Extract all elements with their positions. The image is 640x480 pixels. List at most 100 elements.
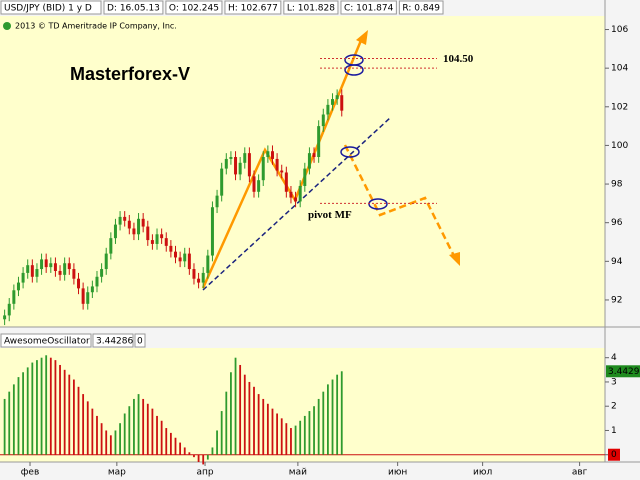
candle-body — [178, 257, 182, 262]
oscillator-bar — [3, 398, 6, 455]
oscillator-bar — [327, 384, 329, 455]
header-box — [134, 333, 146, 348]
oscillator-bar — [119, 423, 121, 455]
candle-body — [95, 276, 99, 287]
oscillator-panel — [0, 348, 605, 462]
candle-body — [100, 269, 104, 277]
header-box — [340, 0, 397, 15]
candle-body — [206, 255, 210, 273]
candle-body — [335, 95, 339, 100]
candle-body — [35, 269, 39, 277]
oscillator-bar — [96, 415, 98, 455]
header-box — [0, 0, 102, 15]
oscillator-bar — [31, 362, 34, 455]
candle-body — [340, 95, 344, 111]
oscillator-bar — [100, 423, 103, 455]
oscillator-bar — [49, 357, 52, 455]
oscillator-bar — [322, 391, 325, 455]
y-tick-label: 92 — [611, 295, 622, 305]
oscillator-bar — [285, 423, 288, 455]
candle-body — [252, 176, 256, 192]
info-icon — [3, 22, 11, 30]
candle-body — [187, 253, 191, 270]
watermark: 2013 © TD Ameritrade IP Company, Inc. — [15, 22, 177, 31]
oscillator-bar — [197, 454, 200, 462]
y-tick-label: 4 — [611, 353, 617, 363]
oscillator-bar — [188, 452, 191, 455]
oscillator-bar — [142, 398, 145, 455]
candle-body — [40, 259, 44, 270]
header-info-text: H: 102.677 — [228, 4, 278, 14]
wave-path — [201, 37, 364, 289]
oscillator-bar — [40, 357, 43, 455]
header-info-text: D: 16.05.13 — [107, 4, 160, 14]
header-box — [92, 333, 134, 348]
x-tick-label: май — [289, 468, 307, 478]
candle-body — [16, 282, 20, 291]
x-tick-label: апр — [196, 468, 213, 478]
candle-body — [3, 315, 7, 320]
last-value-box — [606, 365, 640, 378]
candle-body — [21, 272, 25, 283]
y-tick-label: 98 — [611, 180, 623, 190]
y-tick-label: 94 — [611, 257, 623, 267]
oscillator-bar — [248, 381, 251, 455]
y-tick-label: 3 — [611, 377, 617, 387]
candle-body — [275, 158, 279, 171]
oscillator-bar — [336, 374, 339, 455]
candle-body — [173, 251, 177, 258]
y-tick-label: 1 — [611, 426, 617, 436]
oscillator-bar — [308, 411, 311, 455]
oscillator-bar — [276, 413, 278, 455]
y-tick-label: 0 — [611, 450, 617, 460]
candle-body — [303, 168, 307, 186]
oscillator-bar — [77, 386, 80, 455]
candle-body — [109, 238, 113, 254]
oscillator-bar — [105, 430, 108, 455]
candle-body — [243, 153, 247, 163]
header-box — [0, 333, 92, 348]
marker-ellipse — [344, 64, 364, 76]
oscillator-bar — [17, 377, 20, 455]
oscillator-bar — [156, 415, 158, 455]
header-info: D: 16.05.13 O: 102.245 H: 102.677 L: 101.82… — [103, 0, 444, 15]
oscillator-bar — [317, 398, 320, 455]
oscillator-bar — [331, 379, 334, 455]
oscillator-bar — [109, 435, 112, 455]
oscillator-bar — [290, 428, 292, 455]
oscillator-value: 3.44286 — [96, 337, 133, 347]
candle-body — [220, 168, 224, 196]
candle-body — [150, 240, 154, 244]
oscillator-bar — [82, 394, 85, 455]
oscillator-bar — [294, 425, 297, 455]
price-panel — [0, 16, 605, 327]
candle-body — [257, 180, 261, 192]
zero-label-box — [608, 448, 620, 461]
candle-body — [63, 263, 67, 275]
y-tick-label: 96 — [611, 218, 623, 228]
candle-body — [312, 153, 316, 158]
candle-body — [294, 197, 298, 202]
candle-body — [261, 157, 265, 181]
y-tick-label: 104 — [611, 64, 628, 74]
candle-body — [118, 216, 122, 225]
candle-body — [12, 290, 16, 304]
oscillator-bar — [230, 372, 232, 455]
x-tick-label: фев — [21, 468, 40, 478]
oscillator-param: 0 — [137, 337, 143, 347]
oscillator-bar — [239, 364, 242, 455]
oscillator-bar — [340, 371, 343, 455]
oscillator-bar — [211, 447, 214, 455]
header-box — [165, 0, 223, 15]
candle-body — [155, 234, 159, 244]
oscillator-bar — [169, 432, 172, 455]
candle-body — [266, 151, 270, 158]
candle-body — [331, 99, 335, 105]
oscillator-bar — [63, 369, 66, 455]
marker-ellipse — [340, 146, 360, 158]
candle-body — [326, 104, 330, 115]
candle-body — [215, 195, 219, 208]
header-info-text: L: 101.828 — [287, 4, 335, 14]
oscillator-bar — [36, 360, 38, 455]
